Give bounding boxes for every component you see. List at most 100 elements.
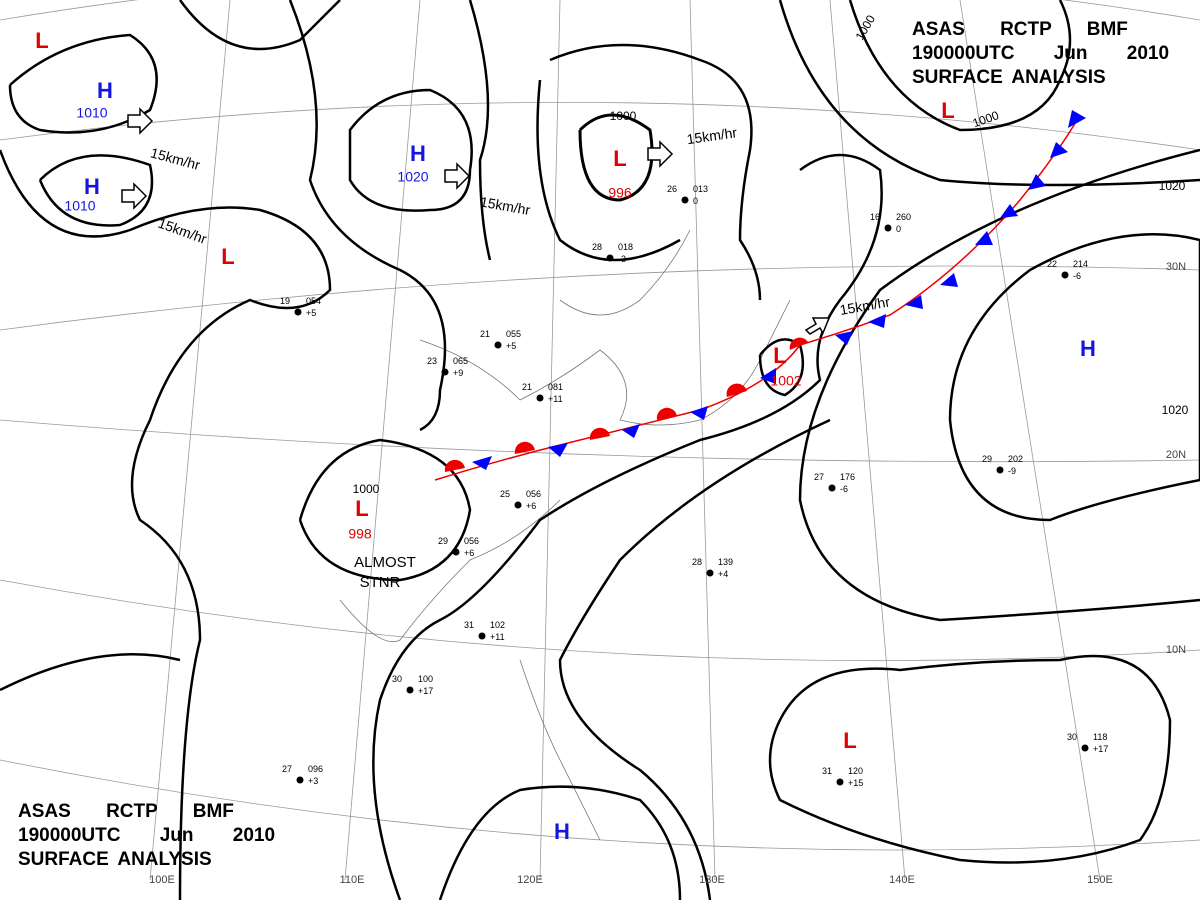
- station-temp: 21: [480, 329, 490, 339]
- station-pressure: 081: [548, 382, 563, 392]
- station-marker: [828, 484, 836, 492]
- front-spike: [1000, 204, 1018, 218]
- motion-label: 15km/hr: [838, 293, 891, 318]
- station-pressure: 054: [306, 296, 321, 306]
- station-tendency: -9: [1008, 466, 1016, 476]
- front-bulge: [589, 427, 610, 440]
- station-marker: [996, 466, 1004, 474]
- lat-line: [0, 0, 1200, 21]
- front-spike: [835, 331, 853, 345]
- motion-arrow: [804, 317, 831, 335]
- isobar: [348, 88, 473, 212]
- pressure-value: 1020: [397, 169, 428, 185]
- station-pressure: 118: [1093, 732, 1107, 742]
- isobar: [468, 0, 492, 261]
- station-marker: [441, 368, 449, 376]
- pressure-center-label: H: [554, 819, 570, 844]
- front-spike: [1028, 174, 1046, 190]
- station-tendency: 0: [693, 196, 698, 206]
- station-tendency: +17: [418, 686, 433, 696]
- motion-label: 15km/hr: [479, 193, 532, 218]
- station-marker: [681, 196, 689, 204]
- station-tendency: +4: [718, 569, 728, 579]
- station-tendency: +5: [506, 341, 516, 351]
- station-marker: [836, 778, 844, 786]
- pressure-value: 1002: [770, 373, 801, 389]
- lat-line: [0, 101, 1200, 151]
- isobar: [558, 418, 831, 900]
- station-pressure: 102: [490, 620, 505, 630]
- station-temp: 27: [282, 764, 292, 774]
- isobar: [0, 653, 181, 692]
- isobar: [768, 654, 1172, 864]
- pressure-center-label: L: [941, 98, 954, 123]
- header-line: SURFACE ANALYSIS: [18, 849, 212, 870]
- pressure-center-label: L: [613, 146, 626, 171]
- station-temp: 21: [522, 382, 532, 392]
- lat-line: [0, 579, 1200, 662]
- isobar: [8, 33, 158, 134]
- pressure-value: 1010: [64, 198, 95, 214]
- pressure-center-label: H: [1080, 336, 1096, 361]
- station-tendency: -6: [840, 484, 848, 494]
- longitude-label: 110E: [340, 874, 365, 886]
- isobar: [778, 0, 1200, 187]
- motion-arrows: [121, 107, 831, 335]
- station-temp: 28: [692, 557, 702, 567]
- isobar: [0, 149, 332, 900]
- front-bulge: [444, 459, 465, 472]
- station-pressure: 013: [693, 184, 708, 194]
- isobar: [758, 338, 805, 397]
- pressure-value: 998: [348, 526, 372, 542]
- front-line: [434, 114, 1081, 481]
- station-marker: [606, 254, 614, 262]
- isobar: [578, 113, 654, 202]
- isobar: [549, 43, 762, 301]
- station-tendency: -3: [618, 254, 626, 264]
- isobar: [536, 79, 681, 262]
- station-pressure: 100: [418, 674, 433, 684]
- header-top-right: ASAS RCTP BMF 190000UTC Jun 2010 SURFACE…: [912, 18, 1169, 90]
- pressure-center-label: L: [355, 496, 368, 521]
- header-line: SURFACE ANALYSIS: [912, 67, 1106, 88]
- longitude-label: 120E: [517, 874, 543, 886]
- station-marker: [514, 501, 522, 509]
- station-temp: 19: [280, 296, 290, 306]
- motion-arrow: [444, 162, 471, 190]
- latitude-label: 30N: [1166, 261, 1186, 273]
- lon-line: [829, 0, 906, 881]
- pressure-center-label: L: [773, 343, 786, 368]
- warm-front-symbols: [444, 337, 808, 472]
- pressure-center-label: L: [843, 728, 856, 753]
- pressure-center-label: L: [221, 244, 234, 269]
- station-marker: [296, 776, 304, 784]
- pressure-center-label: L: [35, 28, 48, 53]
- station-marker: [536, 394, 544, 402]
- coast: [519, 659, 601, 841]
- pressure-center-label: H: [84, 174, 100, 199]
- isobar: [38, 154, 154, 227]
- lon-line: [539, 0, 561, 881]
- longitude-label: 100E: [149, 874, 175, 886]
- station-tendency: +11: [490, 632, 505, 642]
- station-temp: 31: [822, 766, 832, 776]
- motion-label: 15km/hr: [156, 215, 209, 247]
- front-bulge: [726, 383, 747, 397]
- station-temp: 29: [438, 536, 448, 546]
- isobar: [372, 153, 883, 900]
- front-spike: [760, 368, 776, 384]
- isobar-label: 1000: [353, 482, 380, 496]
- station-tendency: -6: [1073, 271, 1081, 281]
- front-spike: [622, 424, 640, 438]
- front-spike: [868, 314, 886, 328]
- header-bottom-left: ASAS RCTP BMF 190000UTC Jun 2010 SURFACE…: [18, 800, 275, 872]
- station-tendency: +6: [464, 548, 474, 558]
- station-marker: [706, 569, 714, 577]
- front-spike: [690, 406, 708, 420]
- coastlines: [339, 229, 791, 841]
- station-temp: 25: [500, 489, 510, 499]
- station-pressure: 202: [1008, 454, 1023, 464]
- lat-line: [0, 265, 1200, 331]
